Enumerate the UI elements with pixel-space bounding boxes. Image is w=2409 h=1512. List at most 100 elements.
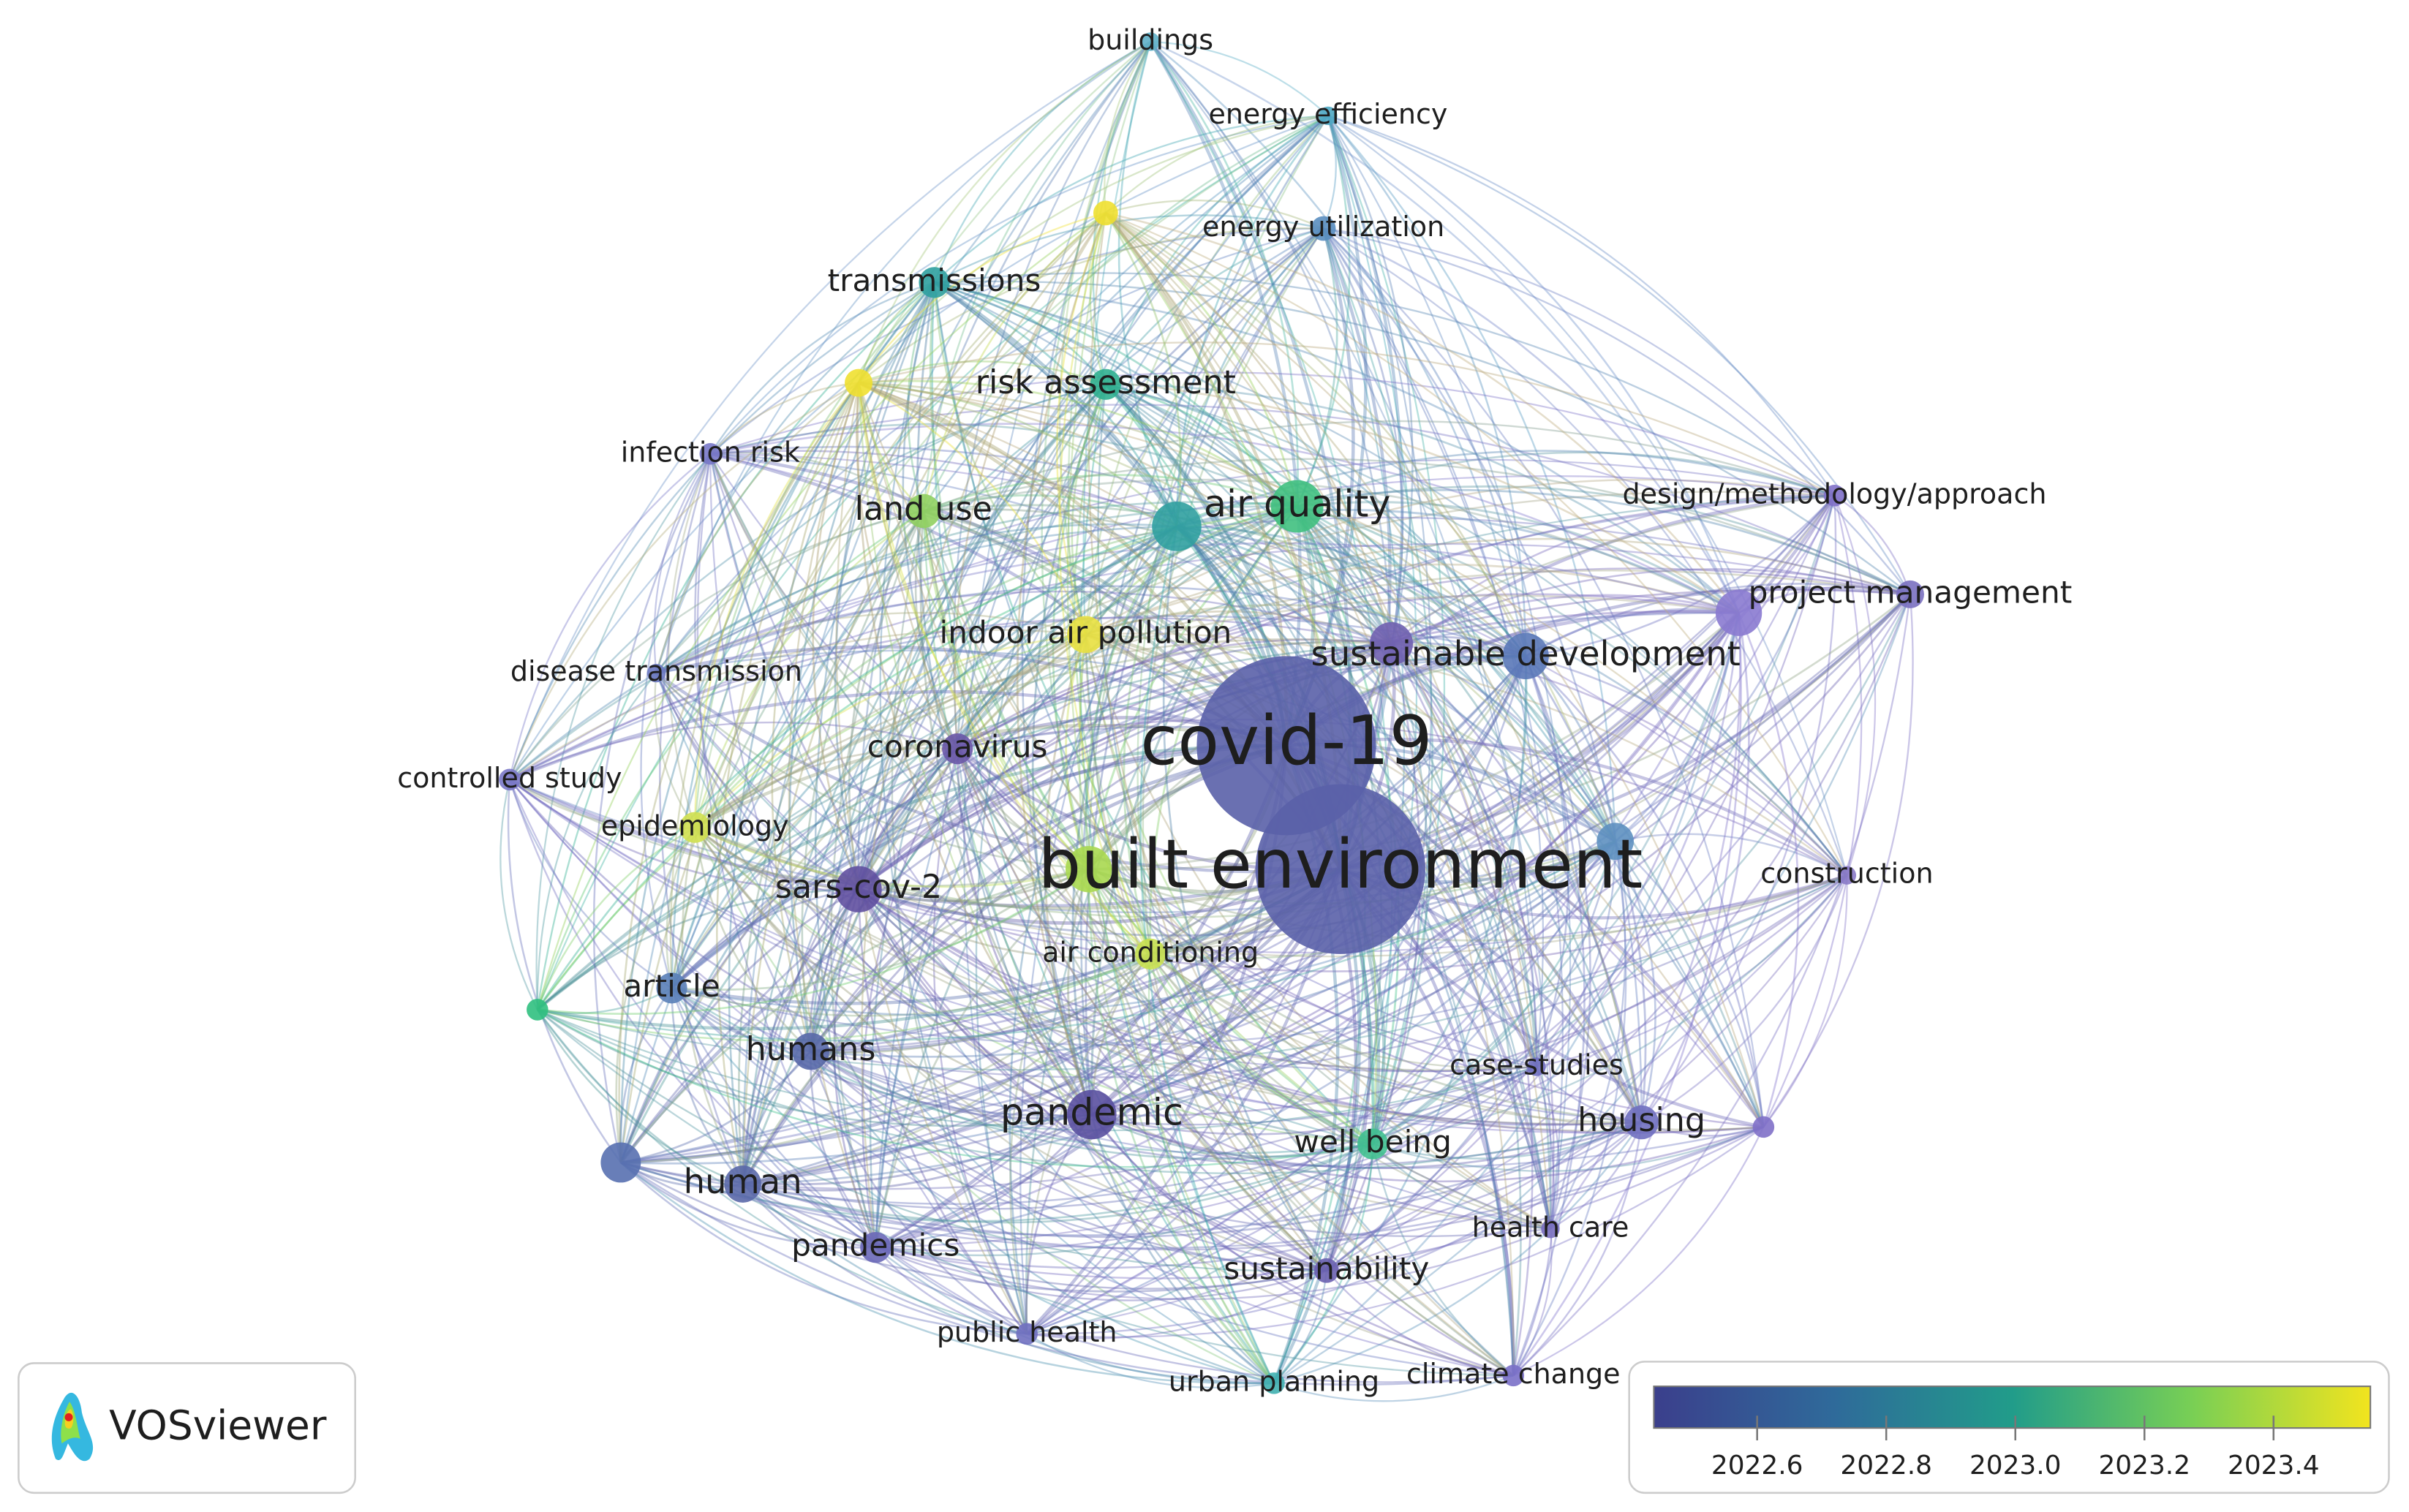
edge [1150, 41, 1538, 1067]
edge [1052, 384, 1107, 870]
edge [1085, 505, 1297, 635]
edge [1091, 1114, 1373, 1158]
edge [1085, 634, 1551, 1230]
edge [654, 673, 696, 828]
edge [655, 673, 1093, 1116]
edge [1090, 1114, 1327, 1272]
edge [671, 525, 1177, 989]
edge [814, 281, 935, 1248]
edge [1322, 227, 1545, 1067]
edge [1614, 840, 1765, 1127]
edge [671, 987, 1275, 1385]
edge [1536, 874, 1848, 1068]
edge [858, 382, 1616, 842]
node [499, 768, 521, 791]
edge [1085, 610, 1392, 645]
edge [858, 382, 1527, 657]
edge [914, 510, 959, 749]
edge [537, 1009, 1327, 1272]
edge [952, 41, 1152, 749]
edge [833, 888, 877, 1248]
edge [1322, 227, 1848, 876]
edge [1147, 953, 1275, 1384]
edge [694, 594, 1739, 828]
edge [957, 748, 1551, 1230]
edge [655, 673, 859, 891]
node [1255, 784, 1425, 954]
edge [655, 281, 935, 673]
edge [1176, 525, 1538, 1067]
node [1152, 502, 1202, 551]
edge [919, 510, 1093, 1116]
edge [1149, 953, 1373, 1145]
edge [655, 227, 1324, 674]
edge [1058, 41, 1152, 635]
node [699, 442, 722, 465]
edge [655, 510, 924, 674]
edge [1019, 227, 1324, 1334]
edge [875, 227, 1324, 1248]
edge [1085, 227, 1324, 1115]
edge [1025, 505, 1298, 1334]
edge [671, 874, 1847, 1046]
tick-label: 2023.2 [2098, 1451, 2190, 1481]
edge [620, 655, 1527, 1164]
node [1357, 1128, 1389, 1160]
edge [694, 525, 1177, 828]
edge [1091, 612, 1740, 1116]
edge [1323, 227, 1740, 613]
edge [1085, 526, 1178, 869]
edge [1105, 212, 1765, 1127]
edge [1041, 41, 1152, 870]
edge [742, 868, 1090, 1185]
edge [1085, 634, 1327, 1271]
edge [671, 888, 859, 989]
edge [710, 445, 1526, 657]
edge [857, 525, 1177, 890]
edge [1536, 613, 1740, 1067]
edge [620, 953, 1151, 1164]
edge [1105, 212, 1392, 644]
edge [875, 612, 1740, 1249]
edge [891, 510, 1028, 1334]
edge [694, 826, 1537, 1071]
edge [536, 212, 1107, 1010]
edge [1087, 869, 1275, 1384]
edge [857, 41, 1151, 384]
edge [1149, 953, 1514, 1377]
edge [1026, 1143, 1374, 1335]
edge [1027, 1269, 1327, 1339]
edge [656, 649, 1616, 842]
edge [1149, 40, 1302, 746]
edge [508, 525, 1177, 781]
edge [1150, 953, 1764, 1131]
edge [655, 672, 1373, 1145]
edge [933, 282, 1087, 635]
edge [1175, 227, 1324, 527]
edge [875, 1066, 1537, 1252]
node-label: urban planning [1169, 1365, 1379, 1397]
edge [1087, 505, 1298, 870]
node [835, 866, 882, 912]
edge [620, 593, 1911, 1164]
edge [509, 779, 1764, 1134]
tick-label: 2022.6 [1711, 1451, 1803, 1481]
edge [934, 281, 1107, 385]
edge [858, 654, 1526, 891]
edge [655, 611, 1086, 674]
edge [858, 868, 1090, 902]
edge [619, 747, 958, 1163]
edge [1372, 656, 1528, 1145]
edge [1340, 494, 1836, 871]
edge [536, 672, 657, 1010]
edge [922, 510, 1327, 1271]
edge [536, 633, 1086, 1010]
edge [694, 827, 1327, 1271]
edge [1150, 840, 1616, 960]
edge [1322, 228, 1433, 1144]
edge [693, 510, 924, 828]
edge [1176, 450, 1835, 528]
edge [1390, 594, 1739, 645]
edge [1297, 485, 1911, 596]
edge [1087, 869, 1514, 1377]
